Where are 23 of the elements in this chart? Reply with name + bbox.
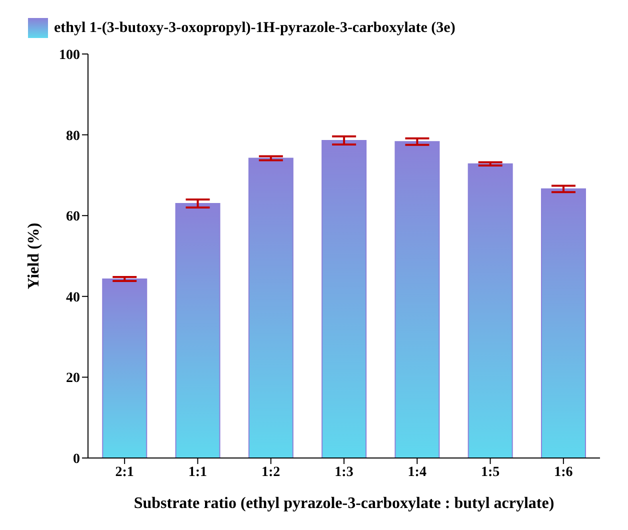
- y-tick-label: 100: [59, 48, 80, 63]
- bar: [322, 140, 367, 458]
- bar: [468, 163, 513, 458]
- y-tick-label: 20: [66, 371, 80, 386]
- x-tick-label: 1:5: [480, 464, 500, 480]
- bar: [175, 202, 220, 458]
- bar: [102, 278, 148, 458]
- x-tick-label: 1:4: [408, 464, 426, 480]
- y-tick-label: 0: [73, 452, 80, 467]
- bar: [540, 188, 586, 458]
- x-tick-label: 1:1: [188, 464, 208, 480]
- x-tick-label: 1:6: [554, 464, 573, 480]
- x-axis-title: Substrate ratio (ethyl pyrazole-3-carboxylate : butyl acrylate): [134, 495, 554, 512]
- x-tick-label: 2:1: [115, 464, 134, 480]
- legend-label: ethyl 1-(3-butoxy-3-oxopropyl)-1H-pyrazole-3-carboxylate (3e): [54, 20, 456, 36]
- y-tick-label: 40: [66, 290, 80, 306]
- y-tick-label: 60: [66, 210, 80, 225]
- x-tick-label: 1:3: [334, 464, 354, 480]
- x-tick-label: 1:2: [262, 464, 280, 480]
- y-tick-label: 80: [66, 128, 80, 144]
- y-axis-title: Yield (%): [26, 222, 43, 290]
- bar: [394, 141, 440, 458]
- bar: [248, 158, 294, 458]
